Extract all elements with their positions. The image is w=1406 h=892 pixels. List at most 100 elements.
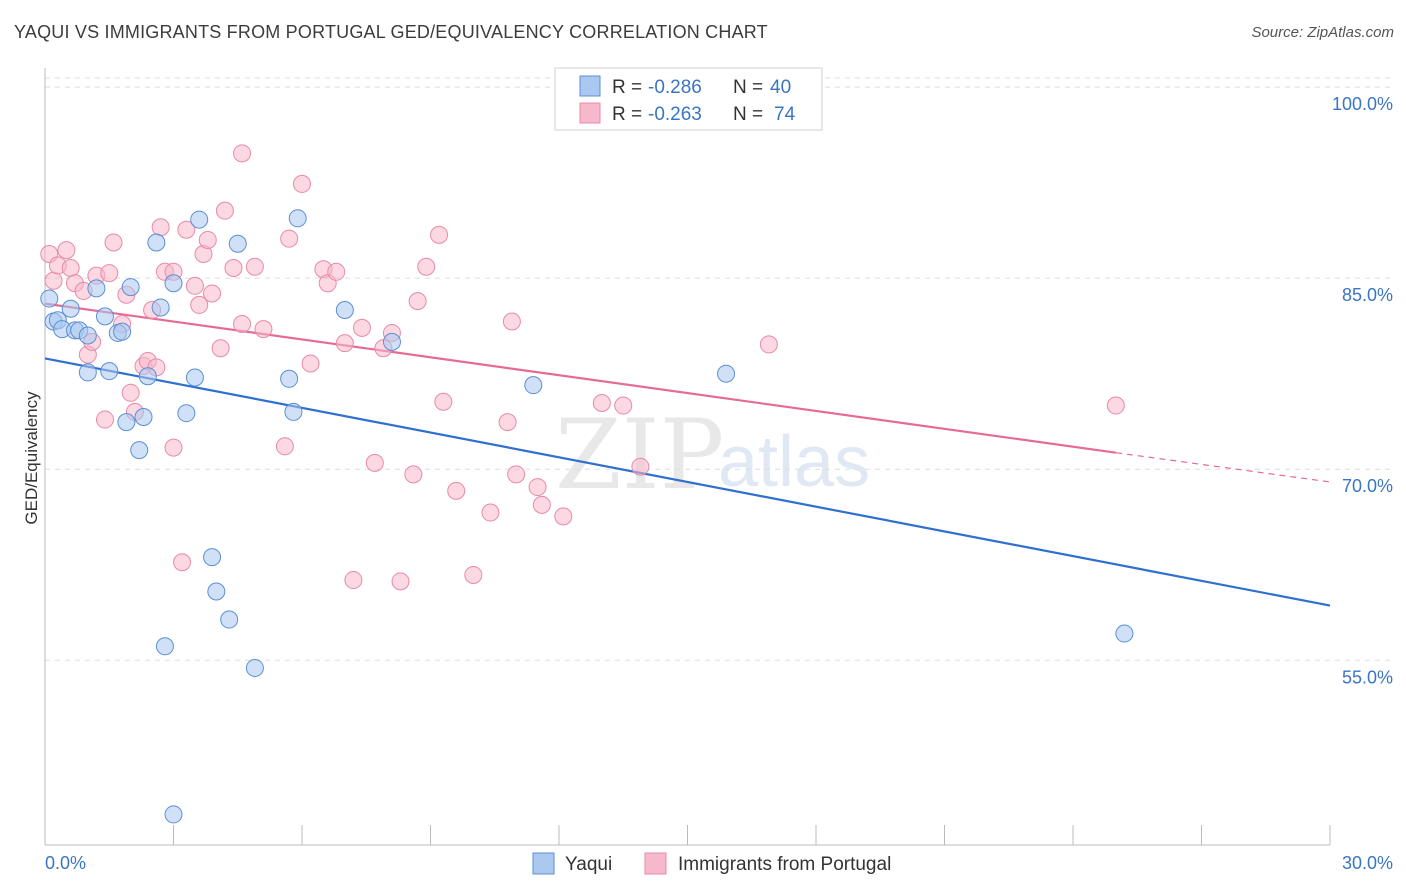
yaqui-point xyxy=(151,298,170,317)
portugal-point xyxy=(203,284,222,303)
trend-lines xyxy=(44,302,1331,607)
portugal-point xyxy=(57,241,76,260)
portugal-point xyxy=(190,295,209,314)
portugal-point xyxy=(502,312,521,331)
portugal-point xyxy=(507,465,526,484)
watermark: ZIP atlas xyxy=(555,399,870,511)
yaqui-point xyxy=(203,548,222,567)
x-tick-label-max: 30.0% xyxy=(1342,853,1393,873)
yaqui-point xyxy=(130,441,149,460)
legend-r-label-portugal: R = xyxy=(612,104,642,125)
portugal-point xyxy=(293,174,311,193)
portugal-point xyxy=(198,230,217,249)
legend-n-value-portugal: 74 xyxy=(774,104,796,125)
yaqui-point xyxy=(138,367,157,386)
x-tick-labels: 0.0% 30.0% xyxy=(45,853,1393,873)
legend-n-label-portugal: N = xyxy=(733,104,763,125)
portugal-trend-line xyxy=(44,302,1116,454)
watermark-zip: ZIP xyxy=(555,399,724,511)
portugal-point xyxy=(430,225,449,244)
bottom-legend-swatch-portugal xyxy=(644,852,667,875)
portugal-point xyxy=(631,457,650,476)
yaqui-point xyxy=(95,307,114,326)
portugal-point xyxy=(151,218,170,237)
y-tick-label: 100.0% xyxy=(1332,94,1393,114)
yaqui-point xyxy=(185,368,204,387)
portugal-point xyxy=(327,262,346,281)
portugal-point xyxy=(164,438,183,457)
portugal-point xyxy=(614,396,633,415)
y-tick-labels: 55.0% 70.0% 85.0% 100.0% xyxy=(1332,94,1393,687)
chart-title: YAQUI VS IMMIGRANTS FROM PORTUGAL GED/EQ… xyxy=(14,22,768,42)
yaqui-point xyxy=(717,364,736,383)
yaqui-point xyxy=(117,413,136,432)
portugal-point xyxy=(100,264,119,283)
portugal-point xyxy=(434,392,453,411)
yaqui-point xyxy=(280,369,299,388)
portugal-point xyxy=(211,339,230,358)
axes xyxy=(44,68,1331,846)
yaqui-trend-line xyxy=(44,357,1331,607)
portugal-point xyxy=(104,233,123,252)
yaqui-point xyxy=(335,301,354,320)
yaqui-point xyxy=(164,274,183,293)
portugal-point xyxy=(344,571,363,590)
y-tick-label: 85.0% xyxy=(1342,285,1393,305)
legend-r-label-yaqui: R = xyxy=(612,77,642,98)
portugal-point xyxy=(224,258,243,277)
yaqui-point xyxy=(524,376,543,395)
portugal-point xyxy=(275,437,294,456)
legend-n-value-yaqui: 40 xyxy=(770,77,791,98)
yaqui-point xyxy=(288,209,307,228)
portugal-point xyxy=(254,320,273,339)
stats-legend: R = -0.286 N = 40 R = -0.263 N = 74 xyxy=(554,67,823,131)
yaqui-point xyxy=(78,363,97,382)
yaqui-point xyxy=(134,408,153,427)
portugal-points xyxy=(40,78,1125,591)
portugal-point xyxy=(554,507,573,526)
portugal-trend-extension xyxy=(1115,452,1331,483)
yaqui-point xyxy=(228,234,247,253)
bottom-legend-label-yaqui: Yaqui xyxy=(565,854,612,875)
yaqui-point xyxy=(155,637,174,656)
portugal-point xyxy=(498,413,517,432)
portugal-point xyxy=(61,258,80,277)
legend-n-label-yaqui: N = xyxy=(733,77,763,98)
yaqui-points xyxy=(40,209,1134,824)
yaqui-point xyxy=(78,326,97,345)
portugal-point xyxy=(121,383,140,402)
legend-r-value-yaqui: -0.286 xyxy=(648,77,702,98)
yaqui-point xyxy=(113,322,132,341)
portugal-point xyxy=(365,453,384,472)
series-legend: Yaqui Immigrants from Portugal xyxy=(532,852,891,875)
portugal-point xyxy=(592,394,611,413)
yaqui-point xyxy=(190,210,209,229)
portugal-point xyxy=(233,144,252,163)
portugal-point xyxy=(185,276,204,295)
portugal-point xyxy=(44,271,63,290)
portugal-point xyxy=(528,478,547,497)
watermark-atlas: atlas xyxy=(718,422,870,502)
yaqui-point xyxy=(177,404,196,423)
yaqui-point xyxy=(284,402,303,421)
yaqui-point xyxy=(121,278,140,297)
yaqui-point xyxy=(100,362,119,381)
portugal-point xyxy=(215,201,234,220)
y-tick-label: 70.0% xyxy=(1342,476,1393,496)
portugal-point xyxy=(95,410,114,429)
y-tick-label: 55.0% xyxy=(1342,667,1393,687)
portugal-point xyxy=(352,318,371,337)
x-tick-label-min: 0.0% xyxy=(45,853,86,873)
legend-r-value-portugal: -0.263 xyxy=(648,104,702,125)
portugal-point xyxy=(335,334,354,353)
yaqui-point xyxy=(61,299,80,318)
portugal-point xyxy=(417,257,436,276)
portugal-point xyxy=(391,572,410,591)
portugal-point xyxy=(233,315,252,334)
bottom-legend-swatch-yaqui xyxy=(532,852,555,875)
bottom-legend-label-portugal: Immigrants from Portugal xyxy=(678,854,891,875)
yaqui-point xyxy=(164,805,183,824)
yaqui-point xyxy=(207,582,226,601)
portugal-point xyxy=(280,229,299,248)
